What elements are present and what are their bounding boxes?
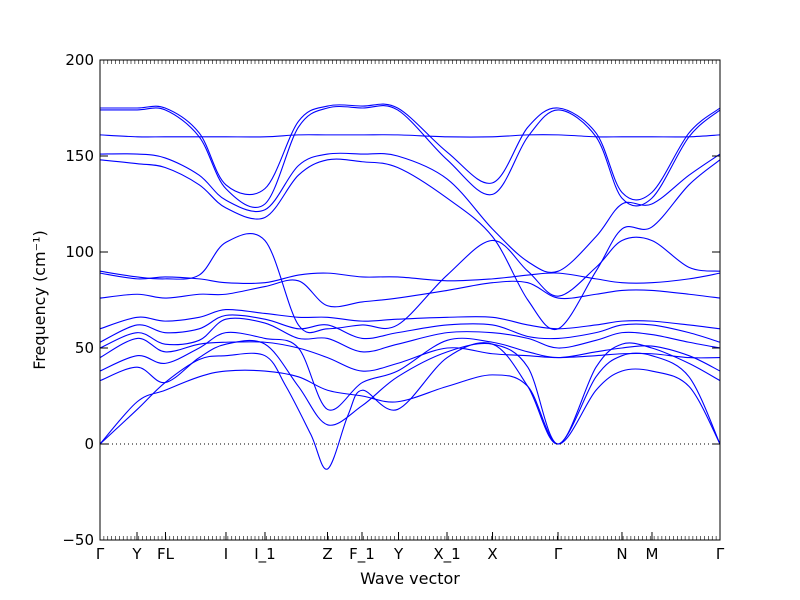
band-line-10 bbox=[99, 272, 721, 285]
y-tick-label: 200 bbox=[65, 51, 94, 69]
band-line-7 bbox=[99, 314, 721, 343]
x-tick-label: Γ bbox=[96, 545, 105, 563]
band-line-8 bbox=[99, 308, 721, 330]
x-tick-label: X bbox=[487, 545, 497, 563]
y-tick-label: 100 bbox=[65, 243, 94, 261]
y-axis-title: Frequency (cm⁻¹) bbox=[30, 230, 49, 369]
y-tick-label: 150 bbox=[65, 147, 94, 165]
y-tick-label: −50 bbox=[62, 531, 94, 549]
band-line-9 bbox=[99, 279, 721, 308]
band-line-1 bbox=[99, 368, 721, 445]
band-line-14 bbox=[99, 134, 721, 138]
band-line-5 bbox=[99, 337, 721, 372]
x-tick-label: Y bbox=[393, 545, 404, 563]
x-axis-title: Wave vector bbox=[360, 569, 460, 588]
x-tick-label: FL bbox=[157, 545, 175, 563]
x-tick-label: M bbox=[646, 545, 659, 563]
band-line-15 bbox=[100, 105, 721, 209]
x-tick-label: Γ bbox=[554, 545, 563, 563]
y-tick-label: 0 bbox=[84, 435, 94, 453]
band-line-2 bbox=[99, 342, 721, 470]
x-tick-label: Y bbox=[131, 545, 142, 563]
band-line-3 bbox=[99, 339, 721, 445]
band-line-13 bbox=[99, 152, 721, 273]
y-axis: −50 0 50 100 150 200 bbox=[62, 51, 720, 549]
y-tick-label: 50 bbox=[75, 339, 94, 357]
x-tick-label: F_1 bbox=[349, 545, 375, 564]
plot-frame bbox=[99, 59, 721, 541]
x-tick-label: I bbox=[224, 545, 228, 563]
x-tick-label: Γ bbox=[716, 545, 725, 563]
band-line-16 bbox=[99, 103, 721, 201]
band-line-6 bbox=[99, 317, 721, 353]
band-line-12 bbox=[99, 158, 721, 331]
x-tick-label: Z bbox=[322, 545, 332, 563]
band-lines bbox=[99, 103, 721, 470]
band-line-11 bbox=[99, 232, 721, 334]
x-tick-label: X_1 bbox=[433, 545, 460, 564]
band-line-4 bbox=[99, 331, 721, 411]
x-tick-label: I_1 bbox=[254, 545, 275, 564]
x-axis: Γ Y FL I I_1 Z F_1 Y X_1 X Γ N M Γ bbox=[96, 60, 725, 564]
x-tick-label: N bbox=[616, 545, 627, 563]
